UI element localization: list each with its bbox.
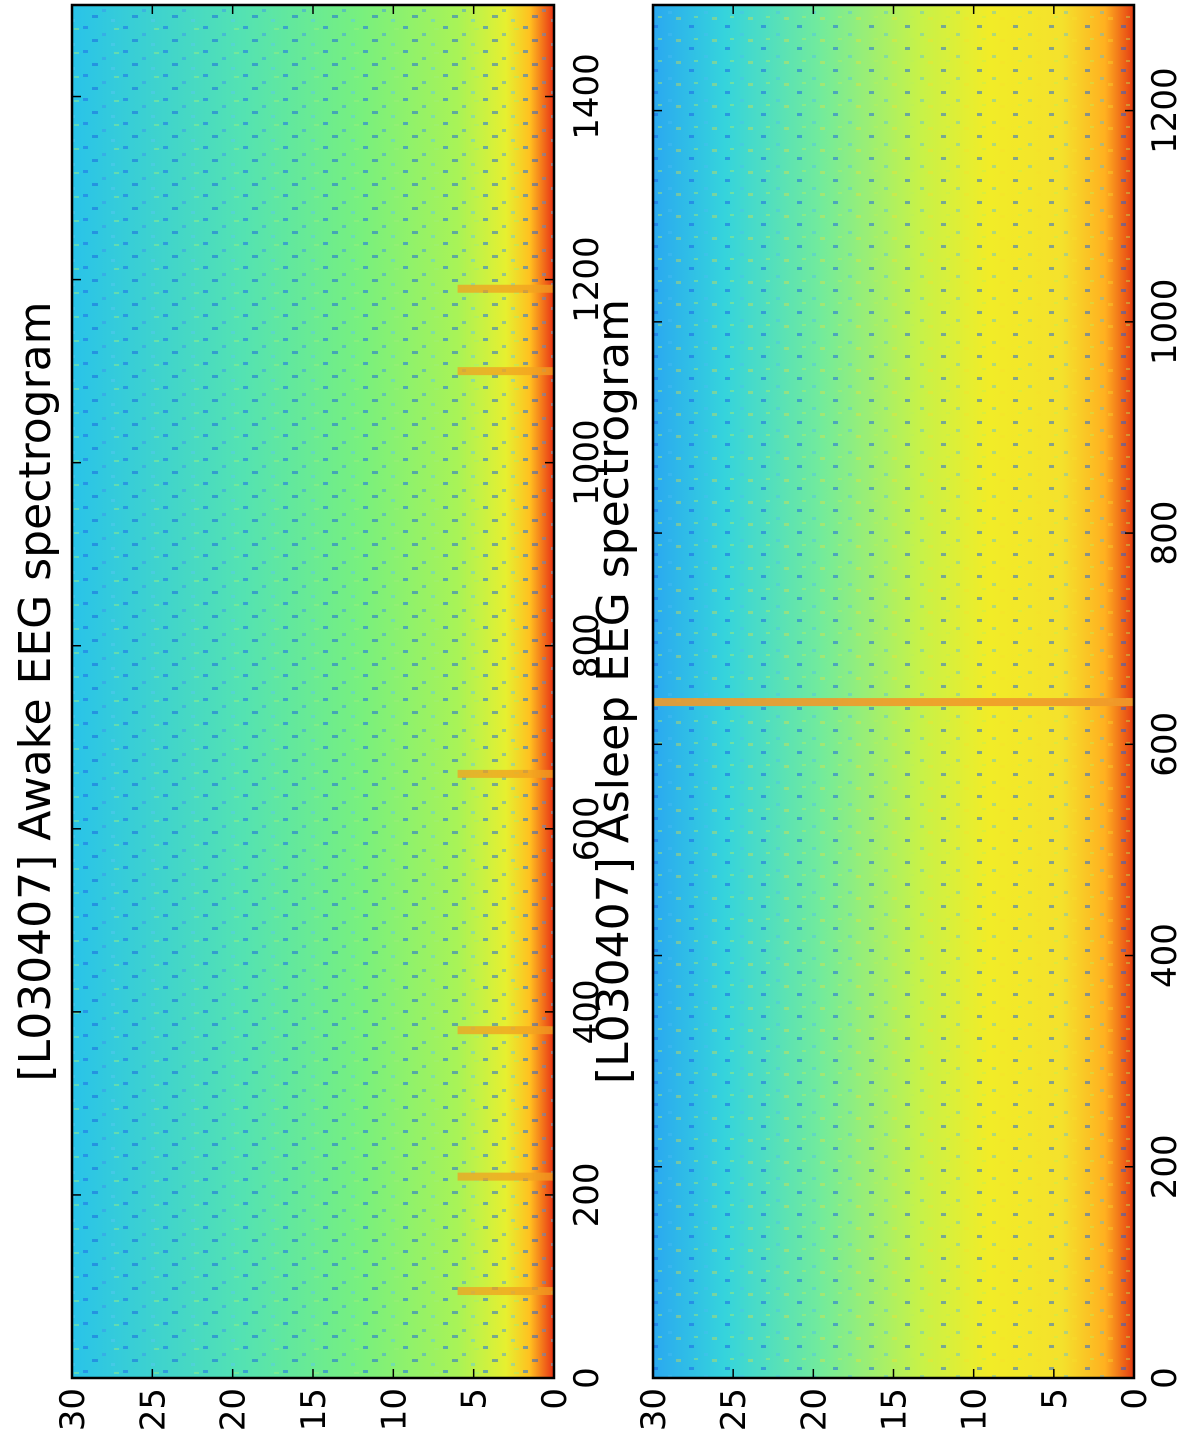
time-tick-label: 200	[567, 1162, 607, 1227]
time-tick-label: 600	[1145, 712, 1185, 777]
heatmap-texture	[653, 5, 1134, 1378]
chart-title: [L030407] Asleep EEG spectrogram	[588, 299, 639, 1084]
time-stripe	[457, 1287, 554, 1296]
time-tick-label: 1200	[567, 236, 607, 323]
heatmap-texture	[72, 5, 554, 1378]
time-stripe	[457, 1026, 554, 1035]
awake-spectrogram-panel: 0 5 10 15 20 25 30 0 200 400 600 800 1000 1200 1400 [L0…	[10, 3, 607, 1431]
time-tick-label: 1400	[567, 53, 607, 140]
freq-tick-label: 10	[955, 1388, 995, 1431]
time-stripe	[653, 698, 1134, 707]
time-tick-label: 0	[1145, 1367, 1185, 1389]
freq-tick-label: 0	[1115, 1388, 1155, 1410]
freq-tick-label: 5	[1035, 1388, 1075, 1410]
chart-title: [L030407] Awake EEG spectrogram	[10, 302, 61, 1082]
freq-tick-label: 0	[535, 1388, 575, 1410]
freq-tick-label: 10	[374, 1388, 414, 1431]
time-tick-label: 800	[1145, 501, 1185, 566]
time-stripe	[457, 367, 554, 376]
time-stripe	[457, 769, 554, 778]
freq-tick-label: 5	[455, 1388, 495, 1410]
freq-tick-label: 25	[133, 1388, 173, 1431]
time-tick-label: 800	[567, 613, 607, 678]
asleep-spectrogram-panel: 0 5 10 15 20 25 30 0 200 400 600 800 1000 1200 [L03040…	[588, 3, 1185, 1431]
time-tick-label: 600	[567, 796, 607, 861]
freq-tick-label: 15	[875, 1388, 915, 1431]
freq-tick-label: 15	[294, 1388, 334, 1431]
freq-tick-label: 30	[634, 1388, 674, 1431]
freq-tick-label: 25	[714, 1388, 754, 1431]
freq-tick-label: 20	[794, 1388, 834, 1431]
time-tick-label: 400	[1145, 923, 1185, 988]
time-tick-label: 1200	[1145, 67, 1185, 154]
time-stripe	[457, 284, 554, 293]
time-tick-label: 200	[1145, 1134, 1185, 1199]
time-tick-label: 0	[567, 1367, 607, 1389]
freq-tick-label: 20	[214, 1388, 254, 1431]
time-tick-label: 1000	[567, 419, 607, 506]
time-tick-label: 1000	[1145, 279, 1185, 366]
freq-tick-label: 30	[53, 1388, 93, 1431]
time-tick-label: 400	[567, 979, 607, 1044]
time-stripe	[457, 1172, 554, 1181]
